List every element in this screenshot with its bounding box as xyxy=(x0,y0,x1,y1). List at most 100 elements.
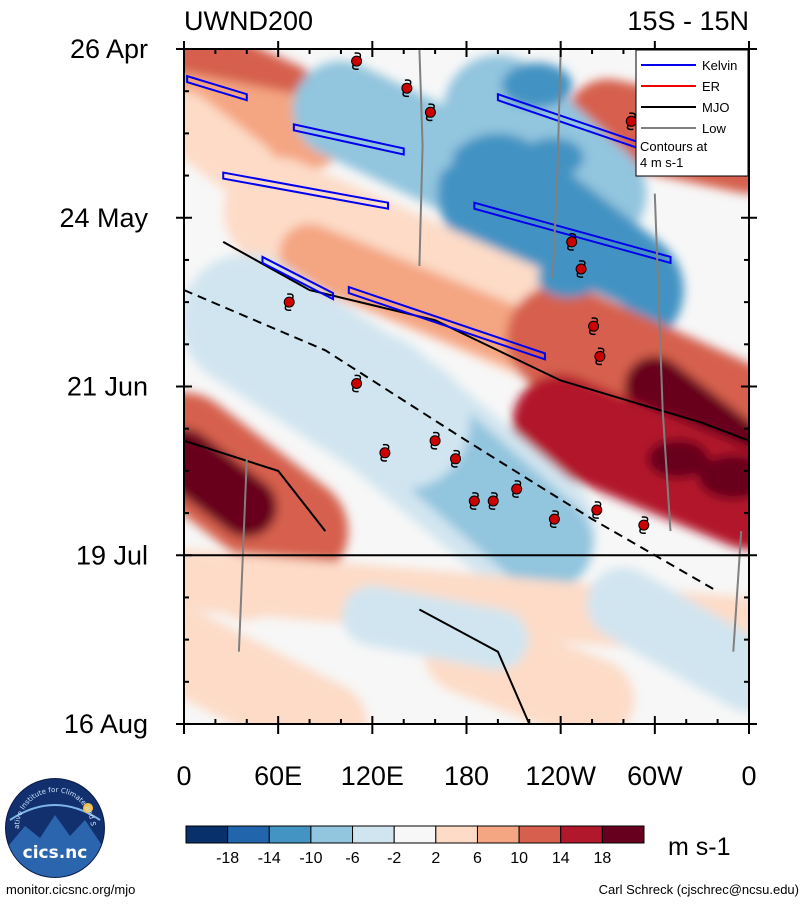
field-patch xyxy=(537,258,600,298)
cyclone-icon xyxy=(575,260,587,278)
x-tick-label: 60W xyxy=(627,761,683,791)
x-tick-label: 180 xyxy=(444,761,489,791)
colorbar-label: 6 xyxy=(473,850,482,867)
chart-subtitle: 15S - 15N xyxy=(627,6,749,36)
cyclone-icon xyxy=(379,443,391,462)
cyclone-markers xyxy=(283,52,650,534)
cyclone-icon xyxy=(283,293,295,311)
colorbar-cell xyxy=(393,825,437,844)
kelvin-contour xyxy=(222,171,390,210)
cyclone-icon xyxy=(588,317,600,336)
legend-note-2: 4 m s-1 xyxy=(640,155,683,170)
y-tick-label: 19 Jul xyxy=(76,540,148,570)
colorbar-cell xyxy=(227,825,270,844)
cics-logo: Cooperative Institute for Climate and Sa… xyxy=(0,0,105,878)
colorbar-cell xyxy=(601,825,645,844)
mjo-contour xyxy=(184,289,719,593)
y-axis-labels: 26 Apr 24 May 21 Jun 19 Jul 16 Aug xyxy=(59,34,148,739)
credit-author: Carl Schreck (cjschrec@ncsu.edu) xyxy=(598,882,799,897)
cyclone-icon xyxy=(548,510,560,528)
legend-note-1: Contours at xyxy=(640,139,708,154)
colorbar-label: 14 xyxy=(552,850,570,867)
field-patch xyxy=(647,439,710,479)
mjo-contour xyxy=(222,241,749,442)
colorbar-cell xyxy=(518,825,562,844)
colorbar-cell xyxy=(310,825,354,844)
field-patch xyxy=(184,458,237,496)
cyclone-icon xyxy=(591,501,603,519)
low-contour xyxy=(551,49,562,279)
cyclone-icon xyxy=(351,52,363,70)
colorbar-label: -2 xyxy=(387,850,401,867)
cyclone-icon xyxy=(429,431,441,450)
legend-box xyxy=(635,49,749,177)
cyclone-icon xyxy=(450,449,461,468)
y-tick-label: 16 Aug xyxy=(64,709,148,739)
colorbar-label: 10 xyxy=(510,850,528,867)
credit-url[interactable]: monitor.cicsnc.org/mjo xyxy=(6,882,136,897)
x-axis-labels: 0 60E 120E 180 120W 60W 0 xyxy=(176,761,756,791)
colorbar-label: 18 xyxy=(593,850,611,867)
legend-label: ER xyxy=(702,79,720,94)
colorbar-cell xyxy=(476,825,520,844)
field-band xyxy=(184,91,277,200)
field-band xyxy=(184,609,368,724)
axis-ticks xyxy=(176,41,757,734)
field-patch xyxy=(501,62,573,108)
colorbar-label: 2 xyxy=(431,850,440,867)
colorbar: -18 -14 -10 -6 -2 2 6 10 14 18 m s-1 xyxy=(185,825,731,867)
legend-label: MJO xyxy=(702,100,729,115)
field-band xyxy=(184,253,471,489)
colorbar-cell xyxy=(560,825,603,844)
colorbar-cell xyxy=(268,825,312,844)
field-band xyxy=(437,133,684,351)
colorbar-cell xyxy=(352,825,395,844)
kelvin-contour xyxy=(292,123,405,156)
field-band xyxy=(587,567,749,712)
kelvin-contour xyxy=(186,74,248,102)
colorbar-label: -14 xyxy=(258,850,281,867)
colorbar-unit: m s-1 xyxy=(668,833,731,861)
legend-label: Low xyxy=(702,121,726,136)
colorbar-label: -10 xyxy=(299,850,322,867)
mjo-contour xyxy=(418,608,531,724)
cyclone-icon xyxy=(638,516,650,534)
field-patch xyxy=(220,586,274,621)
cyclone-icon xyxy=(401,79,413,98)
cyclone-icon xyxy=(424,103,436,122)
y-tick-label: 26 Apr xyxy=(70,34,148,64)
colorbar-cell xyxy=(435,825,478,844)
logo-text: cics.nc xyxy=(23,843,88,863)
x-tick-label: 120E xyxy=(341,761,404,791)
x-tick-label: 120W xyxy=(525,761,596,791)
cyclone-icon xyxy=(468,492,480,510)
chart-title: UWND200 xyxy=(184,6,313,36)
colorbar-label: -6 xyxy=(345,850,359,867)
field-patch xyxy=(698,454,749,500)
kelvin-contour xyxy=(473,201,672,265)
cyclone-icon xyxy=(566,233,578,251)
kelvin-contour xyxy=(347,285,546,361)
field-patch xyxy=(522,137,584,178)
x-tick-label: 60E xyxy=(254,761,302,791)
legend-label: Kelvin xyxy=(702,58,737,73)
y-tick-label: 24 May xyxy=(59,203,148,233)
cyclone-icon xyxy=(351,374,363,393)
cyclone-icon xyxy=(625,112,637,131)
colorbar-cell xyxy=(185,825,229,844)
colorbar-label: -18 xyxy=(216,850,239,867)
x-tick-label: 0 xyxy=(176,761,191,791)
field-patch xyxy=(400,140,454,175)
low-contour xyxy=(418,49,424,267)
svg-text:Cooperative Institute for Clim: Cooperative Institute for Climate and Sa… xyxy=(0,0,97,829)
y-tick-label: 21 Jun xyxy=(67,372,148,402)
x-tick-label: 0 xyxy=(741,761,756,791)
cyclone-icon xyxy=(594,347,606,366)
low-contour xyxy=(653,193,672,532)
low-contour xyxy=(732,531,743,652)
field-band xyxy=(342,585,529,670)
kelvin-contour xyxy=(261,255,335,301)
cyclone-icon xyxy=(511,480,523,498)
mjo-contour xyxy=(184,439,327,532)
